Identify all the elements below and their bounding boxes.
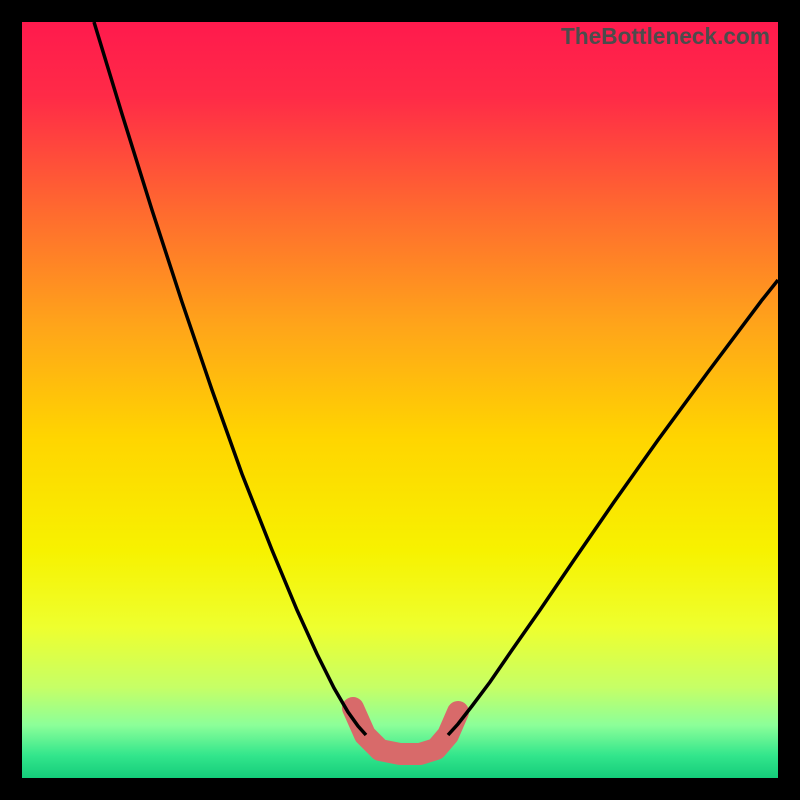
right-bottleneck-curve bbox=[448, 280, 778, 735]
chart-svg-layer bbox=[22, 22, 778, 778]
left-bottleneck-curve bbox=[94, 22, 366, 735]
valley-marker-band bbox=[353, 708, 458, 754]
chart-outer-frame: TheBottleneck.com bbox=[0, 0, 800, 800]
watermark-text: TheBottleneck.com bbox=[561, 23, 770, 50]
chart-plot-area: TheBottleneck.com bbox=[22, 22, 778, 778]
